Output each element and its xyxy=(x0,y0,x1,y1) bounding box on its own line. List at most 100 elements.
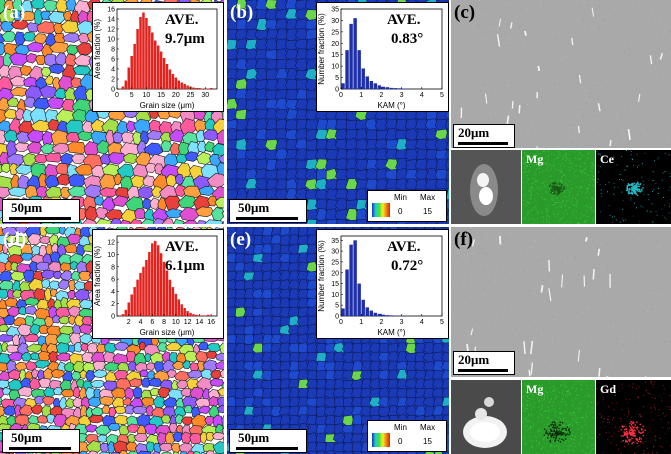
grain-cell xyxy=(0,342,3,355)
grain-cell xyxy=(14,361,28,371)
eds-dot xyxy=(577,417,579,419)
eds-dot xyxy=(645,441,647,443)
eds-dot xyxy=(587,158,589,160)
eds-dot xyxy=(613,156,615,158)
histogram-bar xyxy=(171,74,175,89)
grain-cell xyxy=(71,153,87,165)
grain-cell xyxy=(60,152,75,166)
eds-dot xyxy=(566,391,568,392)
sem-noise xyxy=(567,256,568,258)
sem-particle xyxy=(528,369,531,377)
grain-cell xyxy=(162,397,179,408)
sem-noise xyxy=(539,256,541,258)
eds-dot xyxy=(526,214,528,216)
eds-dot xyxy=(586,411,588,413)
grain-cell xyxy=(107,423,122,432)
eds-cluster-dot xyxy=(562,427,564,430)
eds-dot xyxy=(578,205,580,207)
eds-dot xyxy=(580,187,582,189)
sem-noise xyxy=(505,20,507,22)
eds-dot xyxy=(639,414,641,416)
eds-dot xyxy=(582,381,584,383)
sem-noise xyxy=(495,332,497,334)
eds-cluster-dot xyxy=(625,439,627,441)
eds-dot xyxy=(574,439,576,441)
eds-dot xyxy=(641,442,643,444)
eds-dot xyxy=(545,449,546,451)
eds-dot xyxy=(575,158,577,160)
eds-dot xyxy=(583,417,585,419)
eds-dot xyxy=(524,436,526,438)
eds-dot xyxy=(562,435,564,437)
sem-noise xyxy=(505,239,507,241)
eds-dot xyxy=(641,163,643,165)
grain-cell xyxy=(69,261,79,271)
sem-noise xyxy=(488,282,490,283)
eds-dot xyxy=(545,180,547,182)
eds-dot xyxy=(529,190,531,192)
y-tick-label: 14 xyxy=(107,17,115,24)
grain-cell xyxy=(132,387,144,399)
grain-cell xyxy=(146,130,164,141)
eds-dot xyxy=(564,425,566,427)
eds-dot xyxy=(638,445,640,447)
eds-dot xyxy=(535,436,537,437)
sem-noise xyxy=(529,267,531,269)
eds-dot xyxy=(594,194,595,196)
eds-cluster-dot xyxy=(563,185,565,188)
sem-noise xyxy=(604,109,606,111)
histogram-bar xyxy=(180,304,183,316)
grain-cell xyxy=(22,31,37,42)
eds-dot xyxy=(590,384,592,386)
sem-noise xyxy=(561,237,563,239)
eds-dot xyxy=(524,204,526,206)
eds-dot xyxy=(546,392,548,394)
sem-noise xyxy=(642,63,644,65)
eds-map-gd-bottom: Gd xyxy=(596,380,671,454)
eds-dot xyxy=(628,401,630,403)
eds-dot xyxy=(545,411,547,412)
grain-cell xyxy=(6,153,26,166)
eds-cluster-dot xyxy=(554,433,556,435)
eds-cluster-dot xyxy=(624,432,626,434)
grain-cell xyxy=(47,97,65,110)
eds-cluster-dot xyxy=(632,183,634,185)
grain-cell xyxy=(197,341,210,351)
sem-noise xyxy=(537,292,539,294)
eds-cluster-dot xyxy=(638,430,640,432)
eds-dot xyxy=(579,158,581,160)
sem-noise xyxy=(621,131,623,133)
sem-noise xyxy=(578,116,580,118)
sem-noise xyxy=(622,349,624,351)
x-tick-label: 30 xyxy=(201,92,209,99)
eds-dot xyxy=(533,208,535,210)
eds-cluster-dot xyxy=(565,438,567,440)
grain-cell xyxy=(71,108,88,123)
eds-dot xyxy=(579,152,581,154)
kam-cell xyxy=(388,451,399,454)
kam-cell xyxy=(444,149,449,161)
eds-dot xyxy=(532,394,534,396)
eds-cluster-dot xyxy=(551,434,553,436)
sem-noise xyxy=(553,82,555,84)
sem-noise xyxy=(586,339,588,341)
eds-dot xyxy=(550,399,552,401)
histogram-bar xyxy=(177,80,181,89)
kam-colorbar-e: Min Max 0 15 xyxy=(367,420,447,452)
eds-dot xyxy=(525,162,526,164)
eds-dot xyxy=(610,442,612,444)
sem-noise xyxy=(563,99,565,101)
eds-dot xyxy=(588,151,590,153)
sem-noise xyxy=(616,115,618,117)
grain-cell xyxy=(19,10,37,22)
eds-cluster-dot xyxy=(562,188,565,191)
eds-dot xyxy=(575,197,577,199)
eds-dot xyxy=(612,409,614,411)
grain-cell xyxy=(137,186,155,200)
sem-noise xyxy=(594,346,595,347)
eds-cluster-dot xyxy=(626,189,629,191)
eds-dot xyxy=(524,216,526,218)
grain-cell xyxy=(86,440,103,453)
eds-dot xyxy=(615,426,617,428)
grain-cell xyxy=(66,44,80,56)
